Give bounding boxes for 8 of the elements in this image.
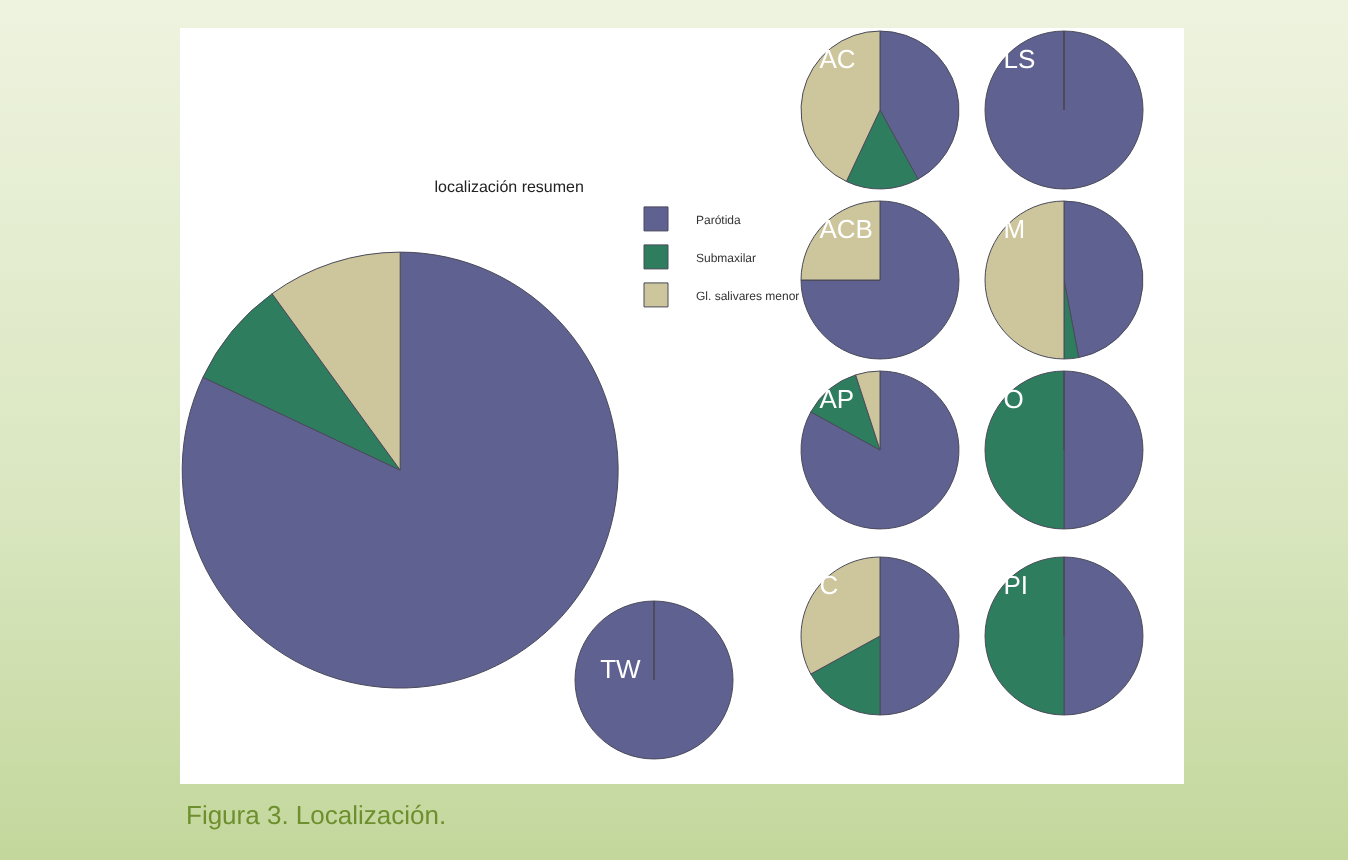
text: AC [819,43,856,74]
text: Figura 3. Localización. [186,800,447,830]
text: TW [600,654,643,685]
text: AP [819,383,855,414]
chart-title: localización resumen [434,177,584,196]
pie-slice [800,370,960,530]
pie-slice [800,200,960,360]
text: ACB [819,213,873,244]
